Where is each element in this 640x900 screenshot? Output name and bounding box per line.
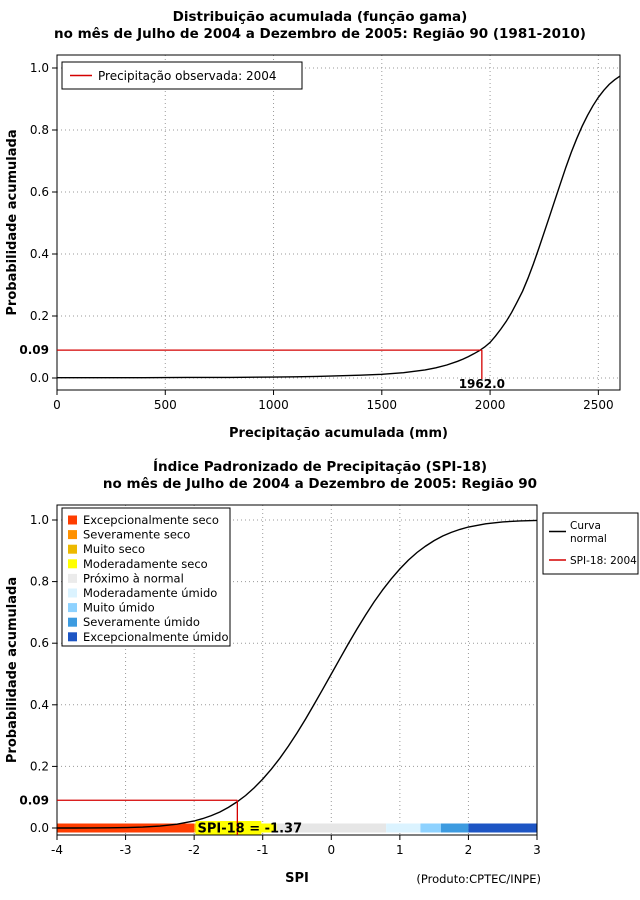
category-label: Severamente seco: [83, 528, 190, 542]
category-swatch: [68, 573, 77, 583]
spi-category-bar-segment: [276, 823, 387, 833]
marker-value-label: 1962.0: [459, 377, 505, 391]
legend-box: [61, 61, 303, 90]
x-tick-label: 2500: [583, 398, 614, 412]
gamma-cumulative-chart: 0 500 1000 1500 2000 2500 0.0 0.2 0.4 0.6 0.8 1.0 Pr…: [5, 9, 621, 441]
category-swatch: [68, 544, 77, 554]
x-tick-label: 1000: [258, 398, 289, 412]
y-tick-label: 0.4: [30, 247, 49, 261]
y-axis-label: Probabilidade acumulada: [5, 577, 20, 763]
y-tick-label: 0.2: [30, 759, 49, 773]
y-tick-label: 0.2: [30, 309, 49, 323]
category-label: Moderadamente úmido: [83, 586, 217, 600]
spi-cumulative-chart: -4 -3 -2 -1 0 1 2 3 0.0 0.2 0.4 0.6 0.8 1.0 SPI Probabi…: [0, 450, 640, 900]
x-tick-label: 2000: [475, 398, 506, 412]
x-tick-label: -2: [188, 843, 200, 857]
spi-category-bar-segment: [441, 823, 469, 833]
x-axis-label: Precipitação acumulada (mm): [229, 426, 448, 441]
category-swatch: [68, 617, 77, 627]
product-credit: (Produto:CPTEC/INPE): [416, 872, 541, 886]
x-tick-label: -1: [257, 843, 269, 857]
y-axis-label: Probabilidade acumulada: [5, 129, 20, 315]
legend-label: Precipitação observada: 2004: [98, 69, 276, 83]
category-legend-box: [61, 507, 231, 647]
category-label: Excepcionalmente úmido: [83, 630, 228, 644]
category-label: Excepcionalmente seco: [83, 513, 219, 527]
x-tick-label: 3: [533, 843, 541, 857]
x-tick-label: 500: [154, 398, 177, 412]
x-tick-label: 0: [53, 398, 61, 412]
y-tick-label: 0.6: [30, 185, 49, 199]
spi-category-bar-segment: [468, 823, 537, 833]
category-label: Moderadamente seco: [83, 557, 208, 571]
legend-label: normal: [570, 533, 607, 545]
x-tick-label: 1: [396, 843, 404, 857]
marker-probability-label: 0.09: [19, 793, 49, 807]
legend-label: Curva: [570, 520, 601, 532]
y-tick-label: 0.0: [30, 821, 49, 835]
x-axis-label: SPI: [285, 871, 309, 886]
x-tick-label: 0: [327, 843, 335, 857]
y-tick-label: 0.6: [30, 636, 49, 650]
x-tick-label: -4: [51, 843, 63, 857]
category-swatch: [68, 632, 77, 642]
spi-cumulative-plot: -4 -3 -2 -1 0 1 2 3 0.0 0.2 0.4 0.6 0.8 1.0 SPI Probabi…: [5, 504, 639, 886]
cdf-curve: [57, 519, 538, 829]
category-label: Severamente úmido: [83, 615, 200, 629]
category-swatch: [68, 603, 77, 613]
x-tick-label: 2: [465, 843, 473, 857]
cdf-curve: [57, 75, 621, 379]
category-label: Muito seco: [83, 542, 145, 556]
plot-box: [56, 54, 621, 391]
y-tick-label: 0.0: [30, 371, 49, 385]
y-tick-label: 0.8: [30, 575, 49, 589]
category-swatch: [68, 530, 77, 540]
spi-value-annotation: SPI-18 = -1.37: [198, 822, 303, 837]
spi-category-bar-segment: [420, 823, 441, 833]
x-tick-label: 1500: [367, 398, 398, 412]
category-swatch: [68, 588, 77, 598]
category-label: Muito úmido: [83, 601, 155, 615]
legend-label: SPI-18: 2004: [570, 555, 637, 567]
curve-legend-box: [542, 512, 639, 575]
category-swatch: [68, 559, 77, 569]
category-label: Próximo à normal: [83, 571, 184, 585]
marker-probability-label: 0.09: [19, 343, 49, 357]
y-tick-label: 0.4: [30, 698, 49, 712]
plot-box: [56, 504, 538, 836]
x-tick-label: -3: [120, 843, 132, 857]
y-tick-label: 1.0: [30, 513, 49, 527]
category-swatch: [68, 515, 77, 525]
y-tick-label: 1.0: [30, 61, 49, 75]
spi-category-bar-segment: [386, 823, 421, 833]
gamma-cumulative-plot: 0 500 1000 1500 2000 2500 0.0 0.2 0.4 0.6 0.8 1.0 Pr…: [5, 54, 621, 441]
annotation-highlight: [195, 821, 262, 835]
y-tick-label: 0.8: [30, 123, 49, 137]
